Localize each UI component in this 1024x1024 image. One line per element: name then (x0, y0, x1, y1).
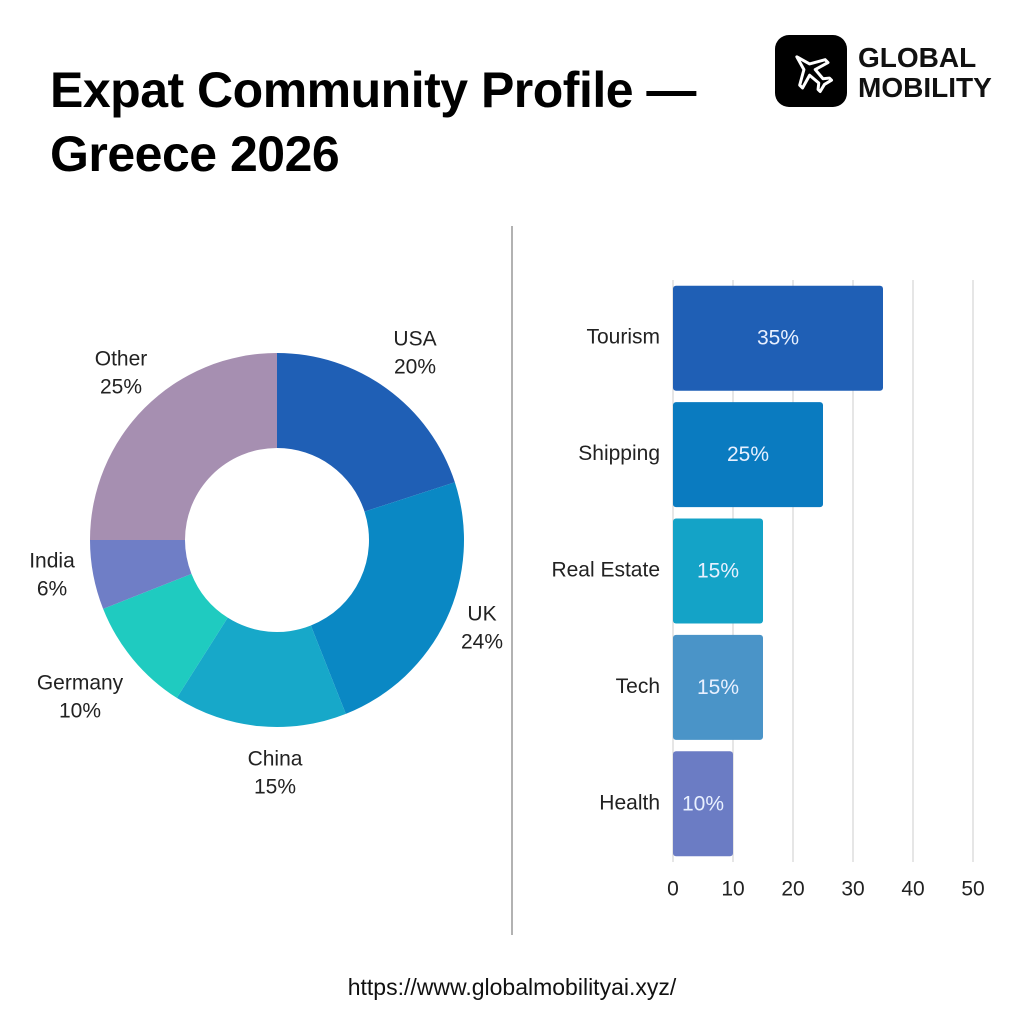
y-tick-label: Tourism (586, 326, 660, 349)
x-tick-label: 30 (841, 878, 864, 901)
bar-value-label: 10% (682, 792, 724, 815)
donut-slice (90, 353, 277, 540)
bar (673, 518, 763, 624)
slice-label: Germany (37, 672, 124, 695)
bar (673, 751, 733, 857)
slice-value: 24% (461, 631, 503, 654)
donut-slice (310, 482, 464, 714)
bar (673, 285, 883, 391)
slice-value: 10% (59, 700, 101, 723)
plane-icon (795, 55, 834, 94)
slice-label: Other (95, 348, 148, 371)
y-tick-label: Shipping (578, 442, 660, 465)
bar-value-label: 15% (697, 560, 739, 583)
slice-value: 6% (37, 578, 67, 601)
slice-value: 20% (394, 356, 436, 379)
bar-value-label: 35% (757, 327, 799, 350)
x-tick-label: 40 (901, 878, 924, 901)
x-tick-label: 10 (721, 878, 744, 901)
slice-value: 15% (254, 776, 296, 799)
x-tick-label: 50 (961, 878, 984, 901)
donut-slice (90, 540, 192, 609)
slice-label: UK (467, 603, 496, 626)
slice-label: India (29, 550, 75, 573)
page-title: Expat Community Profile — Greece 2026 (50, 62, 696, 182)
y-tick-label: Real Estate (551, 559, 660, 582)
bar-value-label: 15% (697, 676, 739, 699)
donut-slice (176, 617, 346, 728)
slice-label: China (248, 748, 303, 771)
logo-text: MOBILITY (858, 72, 992, 103)
donut-slice (277, 353, 455, 512)
bar-value-label: 25% (727, 443, 769, 466)
slice-value: 25% (100, 376, 142, 399)
y-tick-label: Tech (616, 675, 660, 698)
donut-slice (103, 573, 228, 698)
bar (673, 402, 823, 508)
logo-text: GLOBAL (858, 42, 977, 73)
footer-url: https://www.globalmobilityai.xyz/ (347, 974, 677, 1000)
x-tick-label: 0 (667, 878, 679, 901)
x-tick-label: 20 (781, 878, 804, 901)
slice-label: USA (393, 328, 436, 351)
logo-icon (775, 35, 847, 107)
y-tick-label: Health (599, 791, 660, 814)
bar (673, 634, 763, 740)
